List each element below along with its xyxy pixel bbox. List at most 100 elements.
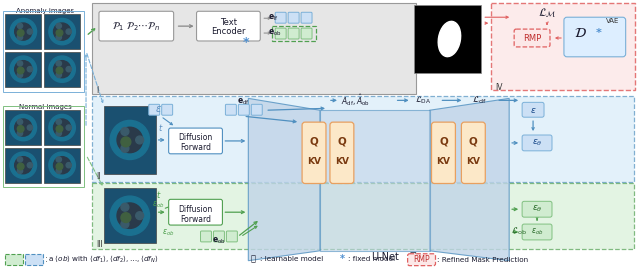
Circle shape — [10, 18, 36, 45]
Text: $\epsilon_{ob}$: $\epsilon_{ob}$ — [531, 227, 543, 237]
Bar — [5, 148, 41, 183]
Text: $\mathbf{e}_{\mathrm{ob}}$: $\mathbf{e}_{\mathrm{ob}}$ — [212, 236, 225, 246]
Circle shape — [28, 163, 33, 168]
Circle shape — [49, 18, 76, 45]
FancyBboxPatch shape — [275, 28, 286, 39]
Bar — [26, 254, 44, 265]
Text: $\mathcal{L}_{\mathrm{ob}}$: $\mathcal{L}_{\mathrm{ob}}$ — [511, 225, 527, 237]
Circle shape — [121, 127, 129, 135]
Circle shape — [17, 61, 22, 66]
Circle shape — [66, 29, 72, 34]
Text: KV: KV — [307, 157, 321, 166]
Text: : learnable model: : learnable model — [260, 256, 323, 262]
Text: *: * — [596, 28, 602, 38]
Bar — [272, 26, 316, 41]
Text: RMP: RMP — [413, 255, 430, 264]
Circle shape — [121, 220, 129, 228]
Circle shape — [17, 131, 22, 136]
Text: Anomaly images: Anomaly images — [16, 8, 74, 14]
Text: Q: Q — [310, 137, 319, 147]
FancyBboxPatch shape — [302, 122, 326, 184]
Circle shape — [17, 72, 22, 77]
Circle shape — [136, 136, 143, 144]
FancyBboxPatch shape — [227, 231, 237, 242]
Circle shape — [56, 30, 63, 36]
Circle shape — [17, 23, 22, 29]
Bar — [5, 254, 23, 265]
Circle shape — [49, 152, 76, 178]
Circle shape — [121, 144, 129, 152]
Text: Q: Q — [469, 137, 477, 147]
Circle shape — [117, 127, 143, 153]
Text: $\mathbf{e}_{\mathrm{df}}$: $\mathbf{e}_{\mathrm{df}}$ — [237, 96, 250, 107]
Circle shape — [54, 119, 71, 136]
Circle shape — [56, 67, 63, 74]
Circle shape — [49, 114, 76, 141]
Bar — [44, 14, 80, 49]
Text: $t$: $t$ — [156, 189, 161, 200]
FancyBboxPatch shape — [522, 201, 552, 217]
Text: $\mathcal{P}_1\ \mathcal{P}_2\cdots\mathcal{P}_n$: $\mathcal{P}_1\ \mathcal{P}_2\cdots\math… — [112, 20, 160, 32]
Bar — [5, 52, 41, 86]
Text: Q: Q — [439, 137, 448, 147]
Bar — [44, 148, 80, 183]
Text: 🔥: 🔥 — [410, 252, 416, 262]
FancyBboxPatch shape — [225, 104, 236, 115]
Text: 🔥: 🔥 — [250, 255, 255, 264]
Circle shape — [17, 30, 24, 36]
Text: RMP: RMP — [523, 33, 541, 42]
Circle shape — [121, 203, 129, 211]
FancyBboxPatch shape — [514, 29, 550, 47]
Text: II: II — [96, 172, 100, 181]
Polygon shape — [248, 98, 320, 261]
Text: VAE: VAE — [606, 18, 620, 24]
Circle shape — [136, 212, 143, 220]
Circle shape — [56, 163, 63, 170]
Circle shape — [17, 126, 24, 132]
Text: I: I — [96, 86, 98, 95]
FancyBboxPatch shape — [564, 17, 626, 57]
FancyBboxPatch shape — [214, 231, 225, 242]
FancyBboxPatch shape — [252, 104, 262, 115]
Circle shape — [117, 203, 143, 228]
FancyBboxPatch shape — [522, 135, 552, 151]
FancyBboxPatch shape — [288, 28, 299, 39]
Circle shape — [54, 61, 71, 78]
FancyBboxPatch shape — [330, 122, 354, 184]
Circle shape — [15, 119, 32, 136]
FancyBboxPatch shape — [275, 12, 286, 23]
Text: KV: KV — [436, 157, 451, 166]
Text: IV: IV — [495, 83, 503, 92]
Circle shape — [121, 137, 131, 147]
Text: $\mathcal{L}_{\mathrm{df}}$: $\mathcal{L}_{\mathrm{df}}$ — [472, 94, 486, 106]
Text: Q: Q — [337, 137, 346, 147]
Circle shape — [66, 66, 72, 72]
Circle shape — [110, 196, 150, 235]
Circle shape — [56, 119, 61, 124]
Circle shape — [56, 35, 61, 40]
Text: $\mathcal{L}_{\mathrm{DA}}$: $\mathcal{L}_{\mathrm{DA}}$ — [415, 94, 432, 106]
FancyBboxPatch shape — [148, 104, 160, 115]
Bar — [5, 14, 41, 49]
Text: Diffusion: Diffusion — [179, 133, 212, 143]
FancyBboxPatch shape — [522, 224, 552, 240]
Bar — [92, 96, 634, 181]
Text: III: III — [96, 240, 103, 249]
Text: $\epsilon$: $\epsilon$ — [156, 104, 162, 114]
Circle shape — [56, 157, 61, 162]
FancyBboxPatch shape — [461, 122, 485, 184]
Text: Encoder: Encoder — [211, 26, 246, 36]
Circle shape — [66, 163, 72, 168]
Text: Normal images: Normal images — [19, 104, 72, 110]
Circle shape — [28, 29, 33, 34]
Bar — [44, 110, 80, 145]
Bar — [492, 3, 635, 90]
Circle shape — [56, 168, 61, 174]
FancyBboxPatch shape — [288, 12, 299, 23]
Circle shape — [110, 120, 150, 160]
Bar — [104, 188, 156, 243]
Text: :: : — [45, 255, 48, 264]
Bar — [92, 184, 634, 249]
Circle shape — [17, 35, 22, 40]
Circle shape — [49, 56, 76, 82]
